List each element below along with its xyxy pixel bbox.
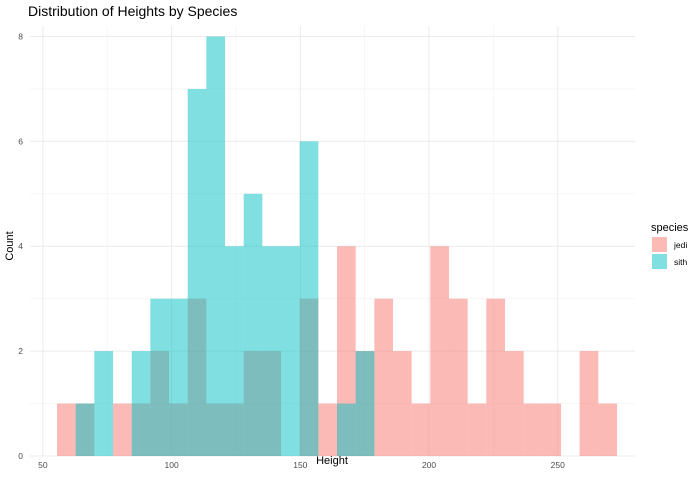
x-tick-label: 100	[165, 460, 179, 470]
bar-sith	[187, 88, 207, 457]
y-tick-label: 4	[18, 241, 23, 251]
legend-key-jedi	[652, 237, 667, 252]
x-tick-label: 200	[422, 460, 436, 470]
y-axis-title: Count	[4, 231, 16, 260]
x-axis-tick-labels: 50 100 150 200 250	[38, 460, 565, 470]
minor-gridlines	[30, 26, 635, 456]
legend-label-jedi: jedi	[673, 240, 687, 250]
bar-sith	[94, 351, 114, 456]
bar-sith	[131, 351, 151, 456]
x-tick-label: 150	[293, 460, 307, 470]
legend: species jedi sith	[651, 222, 689, 269]
x-tick-label: 250	[551, 460, 565, 470]
bar-jedi	[486, 298, 505, 456]
bar-jedi	[318, 403, 338, 456]
legend-key-sith	[652, 254, 667, 269]
x-axis-title: Height	[316, 455, 348, 467]
x-tick-label: 50	[38, 460, 48, 470]
bar-sith	[355, 351, 375, 456]
chart-title: Distribution of Heights by Species	[28, 3, 237, 19]
bar-sith	[337, 403, 356, 456]
y-tick-label: 0	[18, 451, 23, 461]
bar-jedi	[411, 403, 431, 456]
bar-sith	[206, 36, 226, 457]
bar-jedi	[57, 403, 76, 456]
bar-sith	[75, 403, 95, 456]
bar-jedi	[393, 351, 412, 456]
bar-sith	[281, 246, 300, 456]
bar-sith	[243, 193, 263, 456]
bar-jedi	[113, 403, 132, 456]
bar-jedi	[467, 403, 487, 456]
histogram-bars	[57, 36, 617, 457]
bar-jedi	[579, 351, 599, 456]
y-tick-label: 8	[18, 31, 23, 41]
bar-sith	[150, 298, 170, 456]
bar-jedi	[542, 403, 561, 456]
y-tick-label: 2	[18, 346, 23, 356]
bar-sith	[299, 141, 319, 457]
legend-title: species	[651, 222, 689, 234]
y-tick-label: 6	[18, 136, 23, 146]
bar-jedi	[523, 403, 543, 456]
bar-jedi	[598, 403, 617, 456]
bar-jedi	[504, 351, 524, 456]
bar-sith	[262, 246, 282, 456]
bar-jedi	[448, 298, 468, 456]
bar-sith	[225, 246, 244, 456]
y-axis-tick-labels: 0 2 4 6 8	[18, 31, 23, 461]
bar-jedi	[430, 246, 449, 456]
bar-sith	[169, 298, 188, 456]
legend-label-sith: sith	[674, 257, 688, 267]
bar-jedi	[374, 298, 393, 456]
